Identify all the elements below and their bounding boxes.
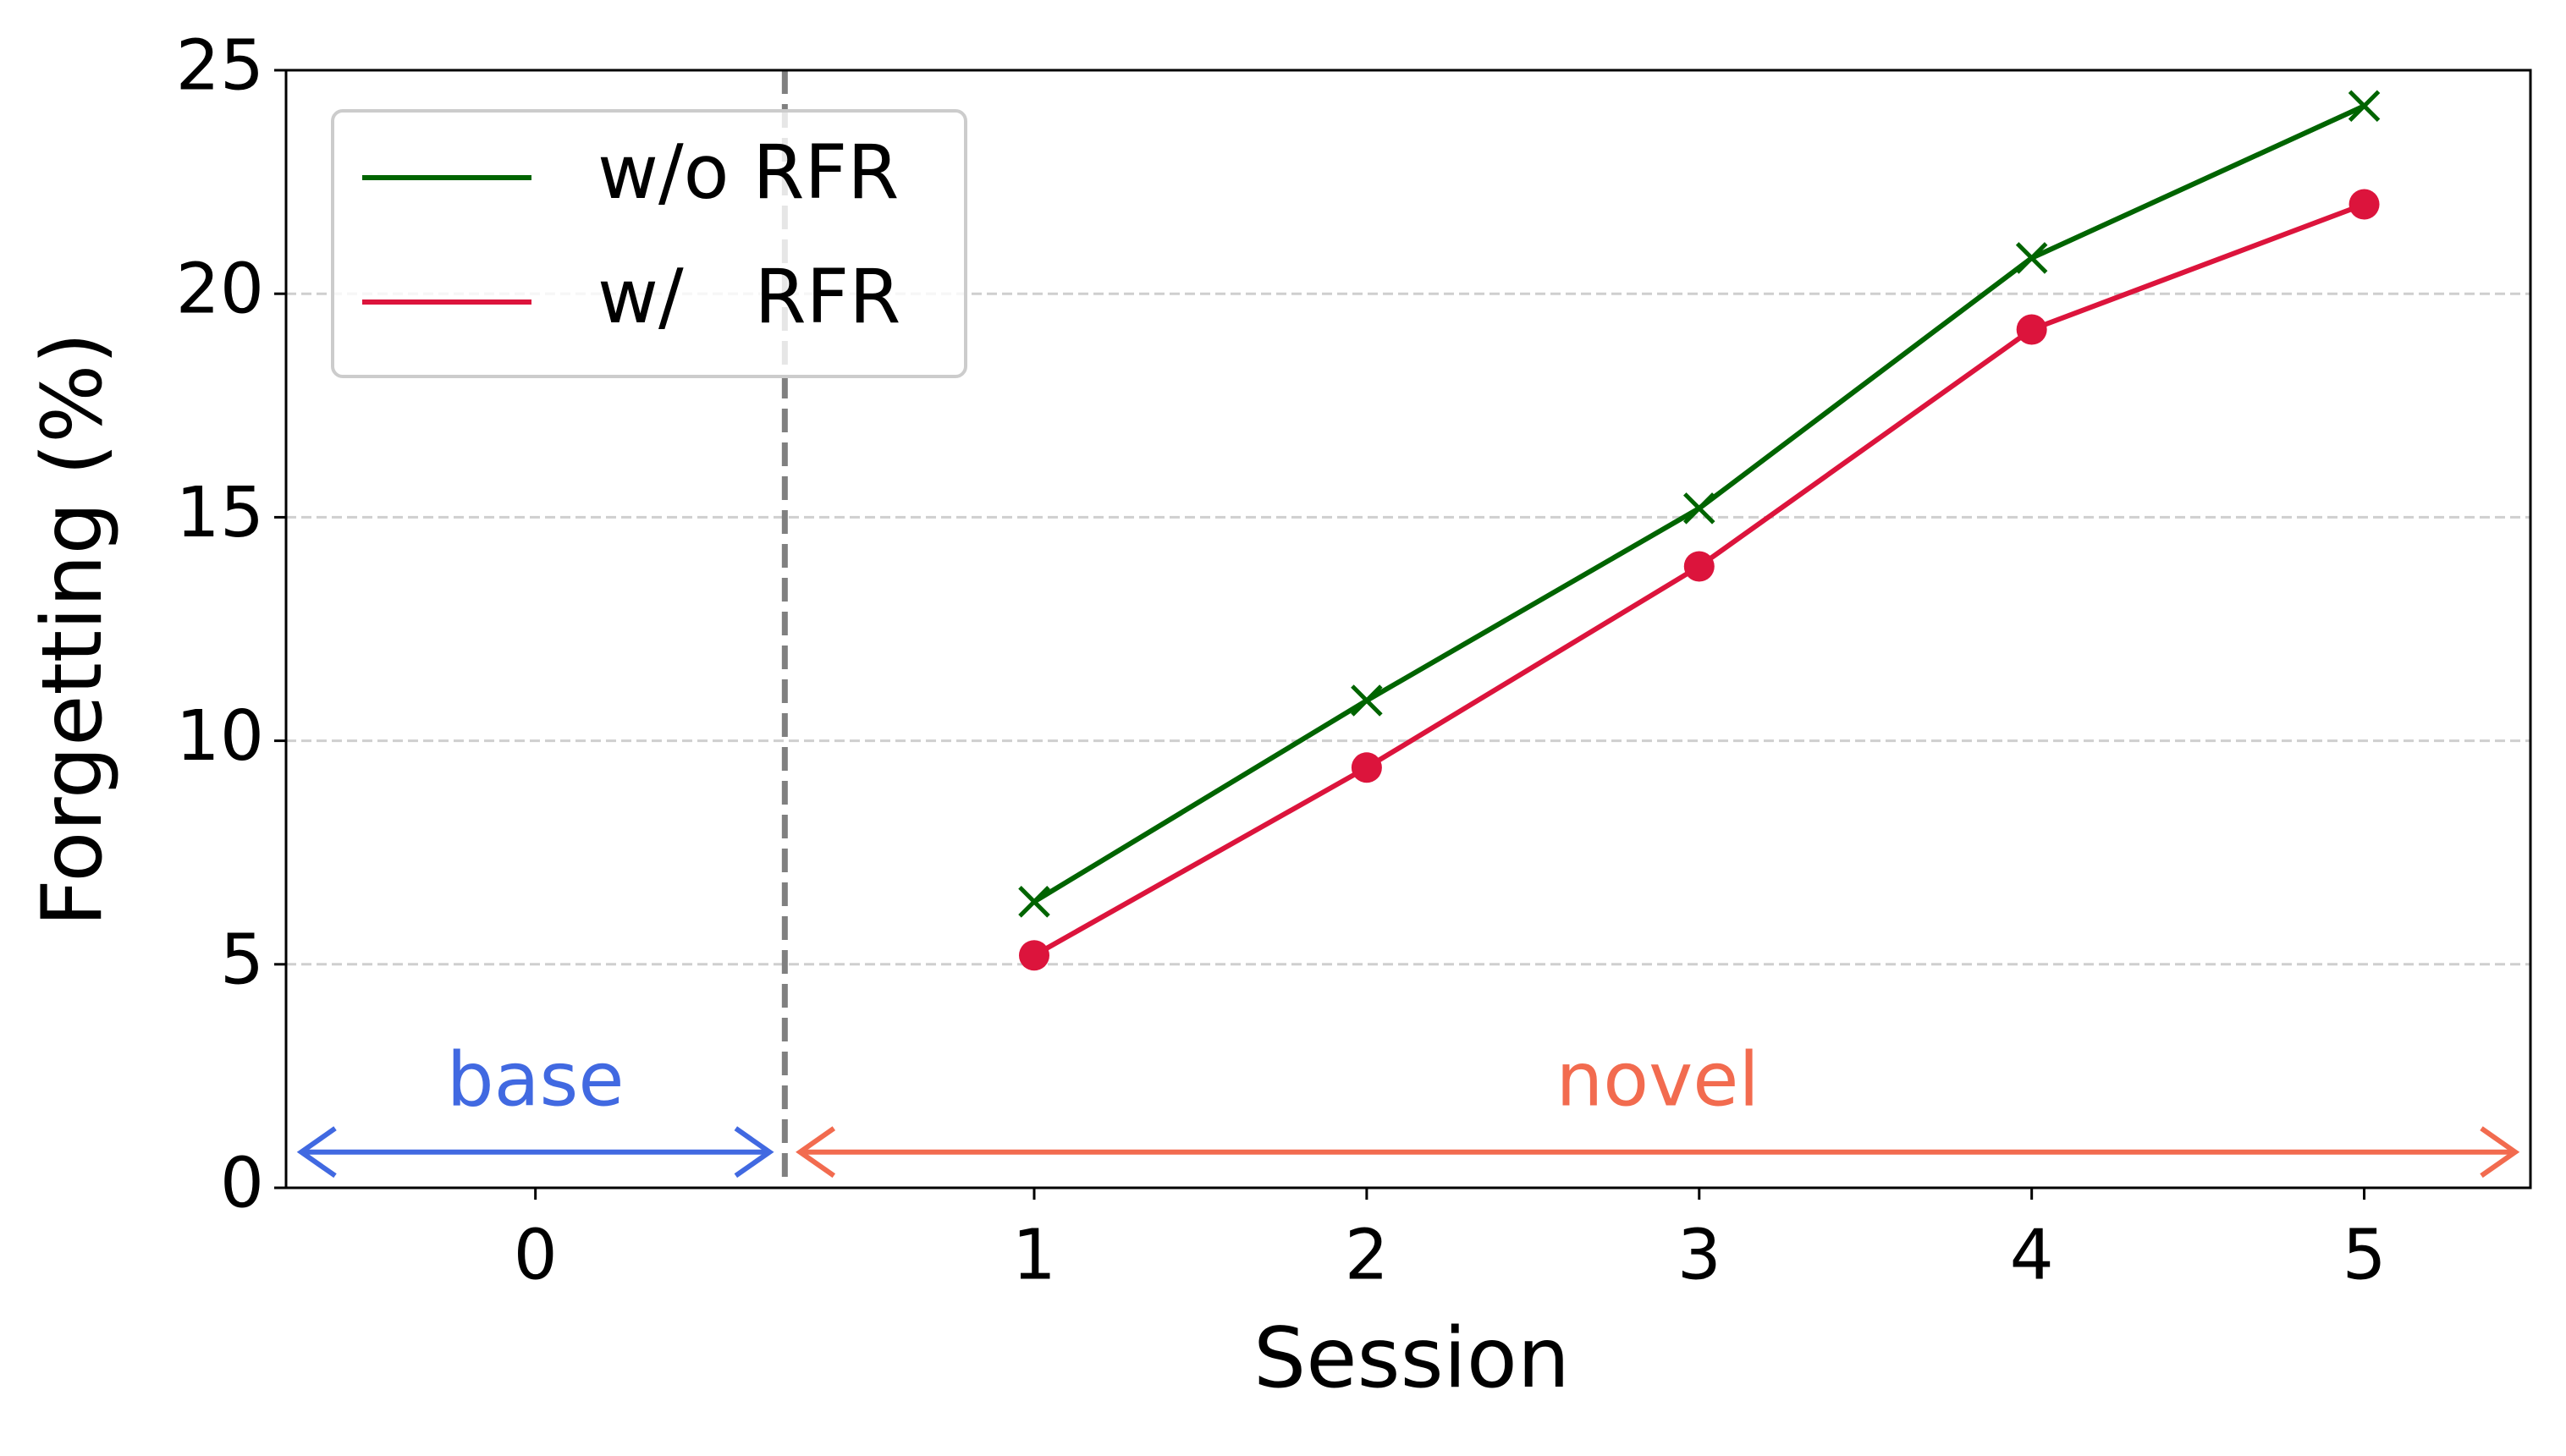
y-tick-label: 20 [176,250,264,330]
x-tick-label: 5 [2342,1215,2386,1295]
marker [1019,940,1049,971]
plot-frame [284,69,2532,1190]
x-axis-label: Session [1253,1310,1570,1407]
arrow-head [2480,1126,2520,1179]
x-tick-label: 3 [1677,1215,1721,1295]
legend-label: w/o RFR [597,129,899,216]
series-line [1032,103,2365,904]
y-tick-label: 10 [176,696,264,777]
marker [1351,684,1383,717]
marker [1683,551,1715,582]
marker [2016,314,2047,345]
legend-label: w/ RFR [597,253,900,340]
arrow-head [796,1126,836,1179]
x-tick-label: 4 [2010,1215,2054,1295]
annotation-label: base [447,1036,625,1123]
marker [1683,492,1715,525]
x-tick-label: 2 [1345,1215,1389,1295]
x-tick-label: 0 [514,1215,558,1295]
arrow-head [296,1126,337,1179]
marker [1018,886,1050,918]
annotation-label: novel [1556,1036,1759,1123]
y-tick-label: 25 [176,25,264,106]
y-tick-label: 0 [220,1143,264,1223]
marker [1351,752,1382,783]
y-tick-label: 15 [176,473,264,553]
y-tick-label: 5 [220,920,264,1000]
arrow-head [734,1126,774,1179]
y-axis-label: Forgetting (%) [25,332,121,926]
x-tick-label: 1 [1012,1215,1056,1295]
legend: w/o RFR w/ RFR [331,109,967,378]
marker [2015,242,2048,274]
marker [2348,189,2380,220]
marker [2348,90,2381,123]
